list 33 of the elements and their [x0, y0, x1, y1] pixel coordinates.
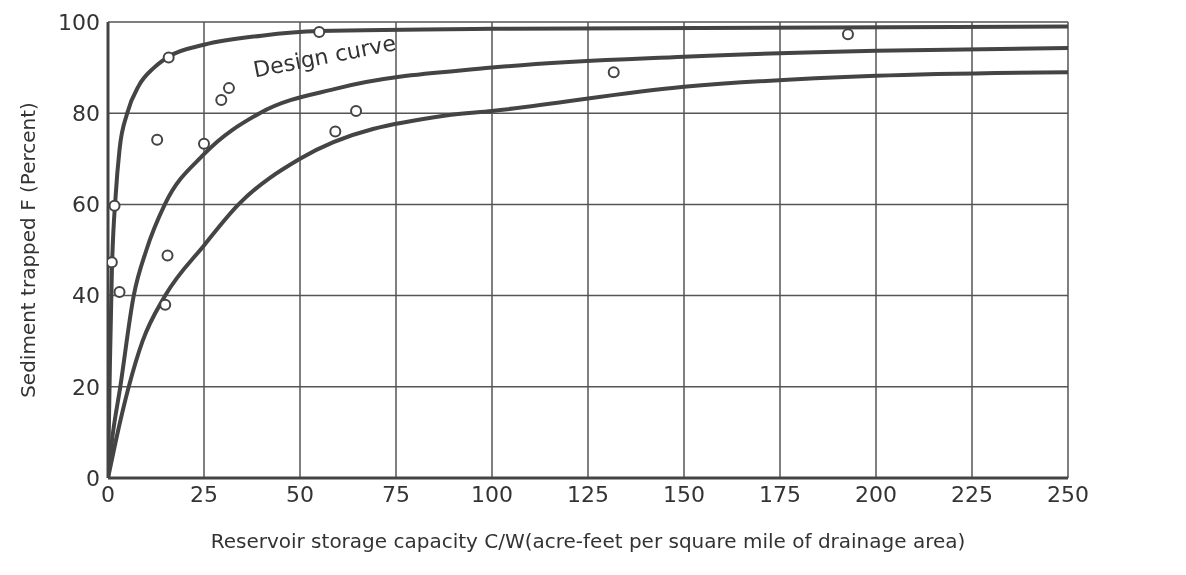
x-tick-label: 75: [382, 481, 410, 507]
point: [215, 93, 228, 106]
y-tick-label: 20: [72, 374, 100, 400]
x-tick-label: 25: [190, 481, 218, 507]
point: [151, 133, 164, 146]
point: [198, 137, 210, 150]
point: [161, 249, 174, 262]
point: [113, 285, 126, 298]
x-tick-label: 250: [1047, 481, 1089, 507]
x-tick-label: 225: [951, 481, 993, 507]
x-tick-label: 175: [759, 481, 801, 507]
x-tick-label: 150: [663, 481, 705, 507]
x-tick-label: 50: [286, 481, 314, 507]
point: [159, 298, 172, 311]
y-tick-label: 40: [72, 283, 100, 309]
point: [329, 125, 342, 138]
y-tick-label: 80: [72, 101, 100, 127]
point: [607, 66, 620, 79]
x-axis-title: Reservoir storage capacity C/W(acre-feet per square mile of drainage area): [210, 529, 966, 553]
annotation: Design curve: [250, 29, 399, 83]
point: [841, 28, 854, 41]
x-tick-label: 200: [855, 481, 897, 507]
y-tick-label: 60: [72, 192, 100, 218]
point: [350, 104, 363, 117]
x-tick-label: 125: [567, 481, 609, 507]
point: [222, 82, 235, 95]
point: [313, 26, 326, 39]
point: [108, 199, 121, 212]
point: [162, 51, 175, 64]
y-tick-label: 100: [58, 9, 100, 35]
y-tick-label: 0: [86, 465, 100, 491]
y-axis-title: Sediment trapped F (Percent): [16, 102, 41, 398]
x-tick-label: 100: [471, 481, 513, 507]
